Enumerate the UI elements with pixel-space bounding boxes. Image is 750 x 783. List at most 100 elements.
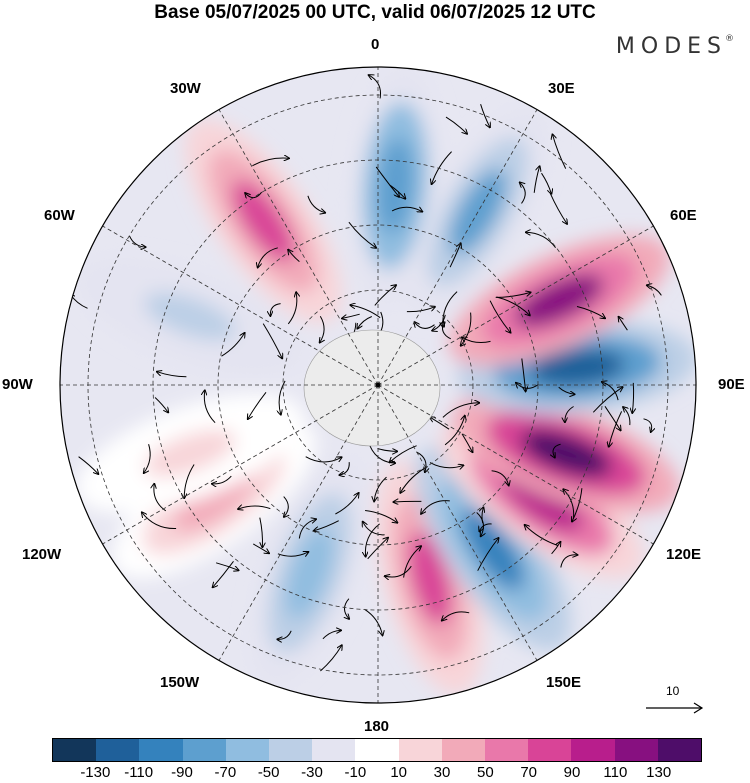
meridian-line: [377, 384, 654, 545]
streamline-arrow: [365, 510, 397, 523]
colorbar-tick-label: -50: [257, 764, 280, 781]
streamline-arrow: [553, 135, 567, 169]
streamline-arrow: [375, 166, 399, 197]
meridian-line: [377, 109, 538, 386]
streamline-arrow: [320, 315, 324, 342]
colorbar-tick-label: 110: [603, 764, 628, 781]
streamline-arrow: [270, 303, 281, 316]
streamline-arrow: [238, 506, 271, 509]
brand-logo: MODES®: [616, 34, 734, 59]
map-border: [59, 66, 697, 704]
streamline-arrow: [647, 285, 662, 296]
colorbar-segment: [571, 739, 615, 761]
antarctica-landmass: [303, 329, 441, 447]
meridian-line: [377, 225, 654, 386]
anomaly-lobe: [414, 447, 572, 651]
graticule: [60, 67, 696, 703]
meridian-line: [377, 384, 538, 661]
streamline-arrow: [533, 166, 539, 193]
streamline-arrow: [279, 380, 286, 415]
streamline-arrow: [560, 555, 578, 568]
reference-arrow-icon: [646, 702, 704, 714]
streamline-arrow: [476, 512, 484, 537]
streamline-arrow: [479, 523, 492, 531]
colorbar-segment: [614, 739, 658, 761]
streamline-arrow: [154, 397, 168, 413]
streamline-arrow: [298, 519, 316, 539]
streamline-arrow: [461, 433, 473, 452]
colorbar-tick-label: 50: [476, 764, 494, 781]
streamline-arrow: [449, 244, 461, 268]
streamline-arrow: [489, 300, 510, 333]
streamline-arrow: [430, 417, 450, 430]
streamline-arrow: [374, 285, 396, 306]
streamline-arrow: [259, 517, 263, 548]
streamline-arrow: [307, 195, 325, 213]
meridian-line: [218, 109, 379, 386]
colorbar-ticks: -130 -110 -90 -70 -50 -30 -10 10 30 50 70 90 110 130: [52, 764, 702, 782]
streamline-arrow: [520, 183, 526, 204]
streamline-arrow: [432, 151, 452, 185]
anomaly-lobe: [448, 234, 670, 367]
meridian-line: [102, 384, 379, 545]
streamline-arrow: [245, 192, 263, 197]
colorbar-segment: [398, 739, 442, 761]
lon-label-30e: 30E: [548, 80, 575, 97]
colorbar-tick-label: -90: [171, 764, 193, 781]
streamline-arrow: [258, 247, 278, 268]
meridian-line: [102, 225, 379, 386]
colorbar-tick-label: -110: [124, 764, 154, 781]
lon-label-60e: 60E: [670, 207, 697, 224]
colorbar-segment: [182, 739, 226, 761]
colorbar-segment: [269, 739, 313, 761]
streamline-arrow: [252, 158, 289, 167]
streamline-arrow: [604, 406, 621, 430]
streamline-arrow: [482, 507, 483, 524]
streamline-arrow: [204, 390, 216, 424]
lon-label-30w: 30W: [170, 80, 201, 97]
colorbar-segment: [225, 739, 270, 761]
streamline-arrow: [385, 565, 412, 577]
streamline-arrow: [477, 538, 499, 571]
latitude-circle: [217, 224, 539, 546]
streamline-arrow: [602, 382, 619, 401]
streamline-arrow: [461, 312, 472, 346]
colorbar-segment: [312, 739, 356, 761]
registered-mark: ®: [725, 34, 734, 44]
colorbar-tick-label: -130: [80, 764, 111, 781]
streamline-arrow: [394, 501, 422, 502]
streamline-arrow: [414, 322, 435, 329]
streamline-arrow: [322, 630, 341, 640]
streamline-arrow: [442, 611, 470, 621]
streamline-arrow: [462, 337, 491, 344]
streamline-arrow: [253, 543, 269, 553]
streamline-arrow: [262, 323, 282, 359]
streamline-arrow: [526, 232, 556, 249]
colorbar-segment: [657, 739, 702, 761]
lon-label-150e: 150E: [546, 674, 582, 691]
streamline-arrow: [442, 322, 452, 340]
streamline-arrow: [277, 552, 308, 556]
colorbar-tick-label: -70: [214, 764, 237, 781]
lon-label-180: 180: [364, 718, 390, 735]
streamline-arrow: [365, 523, 380, 557]
streamline-arrow: [369, 75, 382, 99]
streamline-arrow: [335, 493, 358, 515]
streamline-arrow: [157, 372, 187, 378]
colorbar-segment: [485, 739, 529, 761]
map-title: Base 05/07/2025 00 UTC, valid 06/07/2025…: [154, 2, 596, 23]
streamline-arrow: [623, 407, 631, 426]
streamline-arrow: [541, 172, 552, 194]
streamline-arrow: [213, 561, 234, 587]
meridian-line: [218, 384, 379, 661]
streamline-arrow: [592, 387, 622, 413]
streamline-arrow: [129, 235, 146, 247]
streamline-arrow: [357, 316, 372, 329]
colorbar-tick-label: -10: [344, 764, 367, 781]
streamline-arrow: [480, 104, 490, 127]
lon-label-150w: 150W: [160, 674, 200, 691]
colorbar: [52, 738, 702, 762]
lon-label-0: 0: [371, 36, 380, 53]
streamline-arrow: [521, 358, 526, 392]
